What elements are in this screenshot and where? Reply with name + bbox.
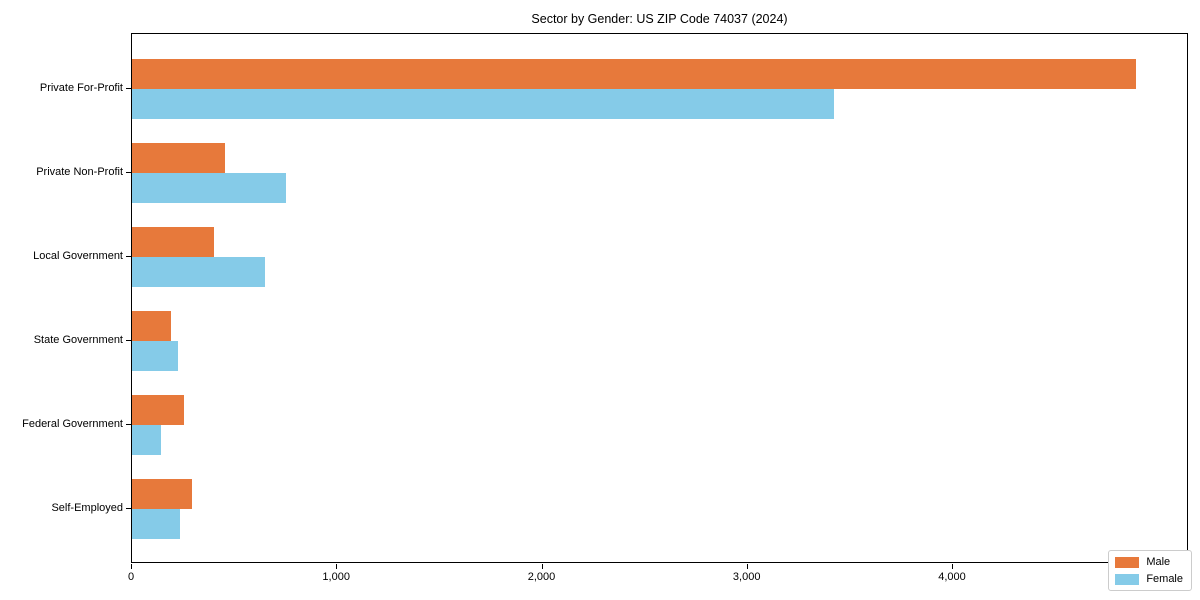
y-tick-label: Self-Employed	[51, 502, 123, 514]
y-tick-mark	[126, 424, 131, 425]
bar-male-self-employed	[132, 479, 192, 509]
y-tick-mark	[126, 508, 131, 509]
legend-swatch-male	[1115, 556, 1140, 568]
x-tick-label: 2,000	[527, 571, 556, 583]
legend-entry-female: Female	[1115, 573, 1183, 585]
bar-female-federal-government	[132, 425, 161, 455]
x-tick-label: 1,000	[322, 571, 350, 583]
y-tick-mark	[126, 88, 131, 89]
x-tick-mark	[336, 564, 338, 569]
legend: Male Female	[1108, 550, 1192, 591]
bar-male-private-for-profit	[132, 59, 1136, 89]
y-tick-label: Local Government	[33, 250, 123, 262]
y-tick-label: Federal Government	[22, 418, 123, 430]
y-tick-mark	[126, 256, 131, 257]
bar-female-private-non-profit	[132, 173, 286, 203]
bar-male-federal-government	[132, 395, 185, 425]
y-tick-label: Private Non-Profit	[36, 166, 123, 178]
x-tick-mark	[541, 564, 543, 569]
y-tick-label: Private For-Profit	[39, 82, 123, 94]
legend-swatch-female	[1115, 573, 1140, 585]
x-tick-mark	[131, 564, 132, 569]
legend-entry-male: Male	[1115, 556, 1183, 568]
x-tick-mark	[952, 564, 953, 569]
legend-label: Female	[1146, 573, 1183, 585]
bar-male-private-non-profit	[132, 143, 226, 173]
y-tick-mark	[126, 340, 131, 341]
legend-label: Male	[1146, 556, 1171, 568]
bar-female-private-for-profit	[132, 89, 834, 119]
plot-area	[131, 33, 1188, 563]
x-tick-mark	[746, 564, 748, 569]
x-tick-label: 4,000	[938, 571, 966, 583]
x-tick-label: 0	[127, 571, 135, 583]
x-tick-label: 3,000	[732, 571, 761, 583]
chart-title: Sector by Gender: US ZIP Code 74037 (202…	[531, 12, 788, 26]
bar-male-local-government	[132, 227, 215, 257]
bar-female-state-government	[132, 341, 179, 371]
bar-female-self-employed	[132, 509, 181, 539]
bar-male-state-government	[132, 311, 171, 341]
bar-female-local-government	[132, 257, 266, 287]
y-tick-mark	[126, 172, 131, 173]
y-tick-label: State Government	[33, 334, 123, 346]
